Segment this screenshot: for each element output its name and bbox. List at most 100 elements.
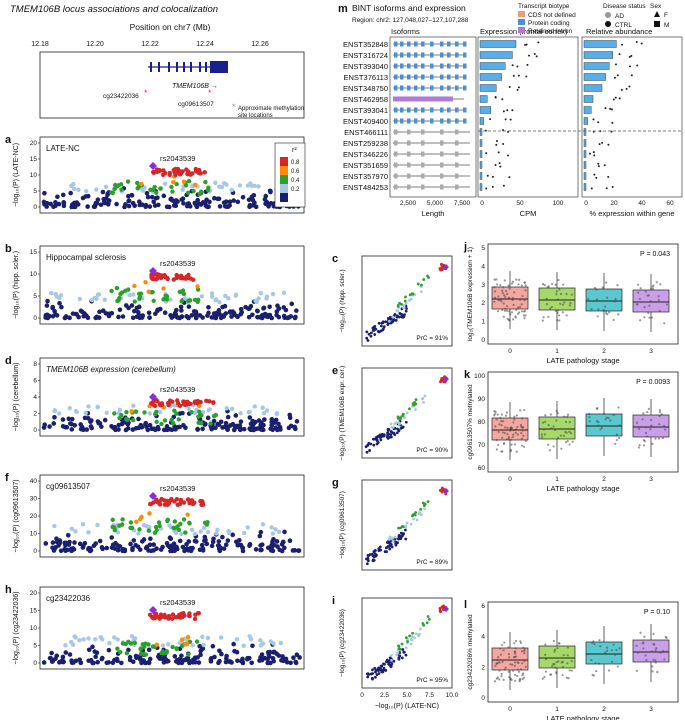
coloc-point [421,501,425,505]
snp-point [280,654,285,659]
box-point [505,411,509,414]
box-point [613,653,617,656]
box-point [514,315,517,318]
snp-point [280,539,286,545]
snp-point [247,204,252,210]
snp-point [263,201,268,207]
box-point [543,283,546,287]
snp-point [274,309,280,314]
pval-label: P = 0.0093 [636,379,670,386]
snp-point [66,542,72,547]
length-label: Length [422,209,445,218]
snp-point [173,427,178,432]
snp-point [59,658,64,664]
snp-point [217,204,223,209]
snp-point [83,194,89,199]
rel-point [601,141,604,144]
box-point [588,416,591,419]
box-point [570,660,573,663]
snp-point [99,424,104,429]
box-point [502,649,505,652]
snp-point [224,406,229,411]
snp-point [141,660,147,665]
snp-point [115,543,120,548]
snp-point [125,179,131,184]
coloc-point [369,334,373,338]
snp-point [72,423,78,428]
disease-label: AD [615,13,624,20]
snp-point [149,426,155,432]
box-point [512,318,515,321]
box-point [639,287,642,290]
snp-point [50,304,56,310]
snp-point [237,423,243,428]
box-point [612,643,615,646]
length-tick: 7,500 [454,200,471,207]
box-point [598,639,601,642]
coloc-point [390,545,394,549]
snp-point [185,634,191,640]
prc-label: PrC = 90% [416,447,448,454]
coloc-point [412,403,416,407]
box-point [501,450,504,453]
snp-point [186,613,192,618]
snp-point [233,293,238,298]
coloc-point [377,547,381,550]
snp-point [144,544,150,550]
prc-label: PrC = 95% [416,677,448,684]
snp-point [197,643,203,649]
snp-point [197,409,202,415]
snp-point [254,308,260,314]
coloc-point [372,443,376,447]
box-point [518,311,521,314]
lead-label: rs2043539 [160,598,195,607]
rel-point [590,187,593,190]
snp-point [211,315,217,320]
box-point [513,418,516,421]
box-point [502,420,505,423]
coloc-point [415,518,419,522]
lead-label: rs2043539 [160,154,195,163]
box-point [496,413,499,416]
exon-block [440,52,444,58]
snp-point [297,655,302,660]
box-point [541,319,544,322]
exon-block [421,107,425,113]
snp-point [112,411,117,416]
exon-block [447,52,451,58]
stage-tick: 2 [602,476,606,483]
exon-block [430,41,434,47]
coloc-point [384,320,388,324]
box-point [506,292,509,296]
panel-title: LATE-NC [46,144,80,153]
snp-point [221,180,227,186]
snp-point [129,303,135,308]
coloc-point [394,543,398,547]
box-point [540,433,544,436]
box-point [496,658,499,661]
gene-track-frame [39,51,305,119]
snp-point [215,421,220,427]
stage-tick: 0 [508,706,512,713]
snp-point [88,419,93,425]
coloc-point [386,540,390,543]
snp-point [48,201,53,207]
cpm-frame [477,36,579,198]
snp-point [216,660,221,666]
box-point [513,642,516,645]
box-point [556,311,559,315]
box-point [500,675,503,678]
snp-point [137,657,143,662]
snp-point [210,539,216,545]
box-point [562,283,565,286]
snp-point [99,545,105,550]
coloc-point [397,429,401,432]
exon-block [414,118,418,124]
exon-block [455,74,459,80]
box-point [496,443,500,447]
snp-point [92,295,97,301]
rel-point [618,97,621,100]
panel-ylabel: −log₁₀(P) (hipp. scler.) [13,251,20,319]
rel-point [598,143,601,146]
snp-point [103,184,109,190]
